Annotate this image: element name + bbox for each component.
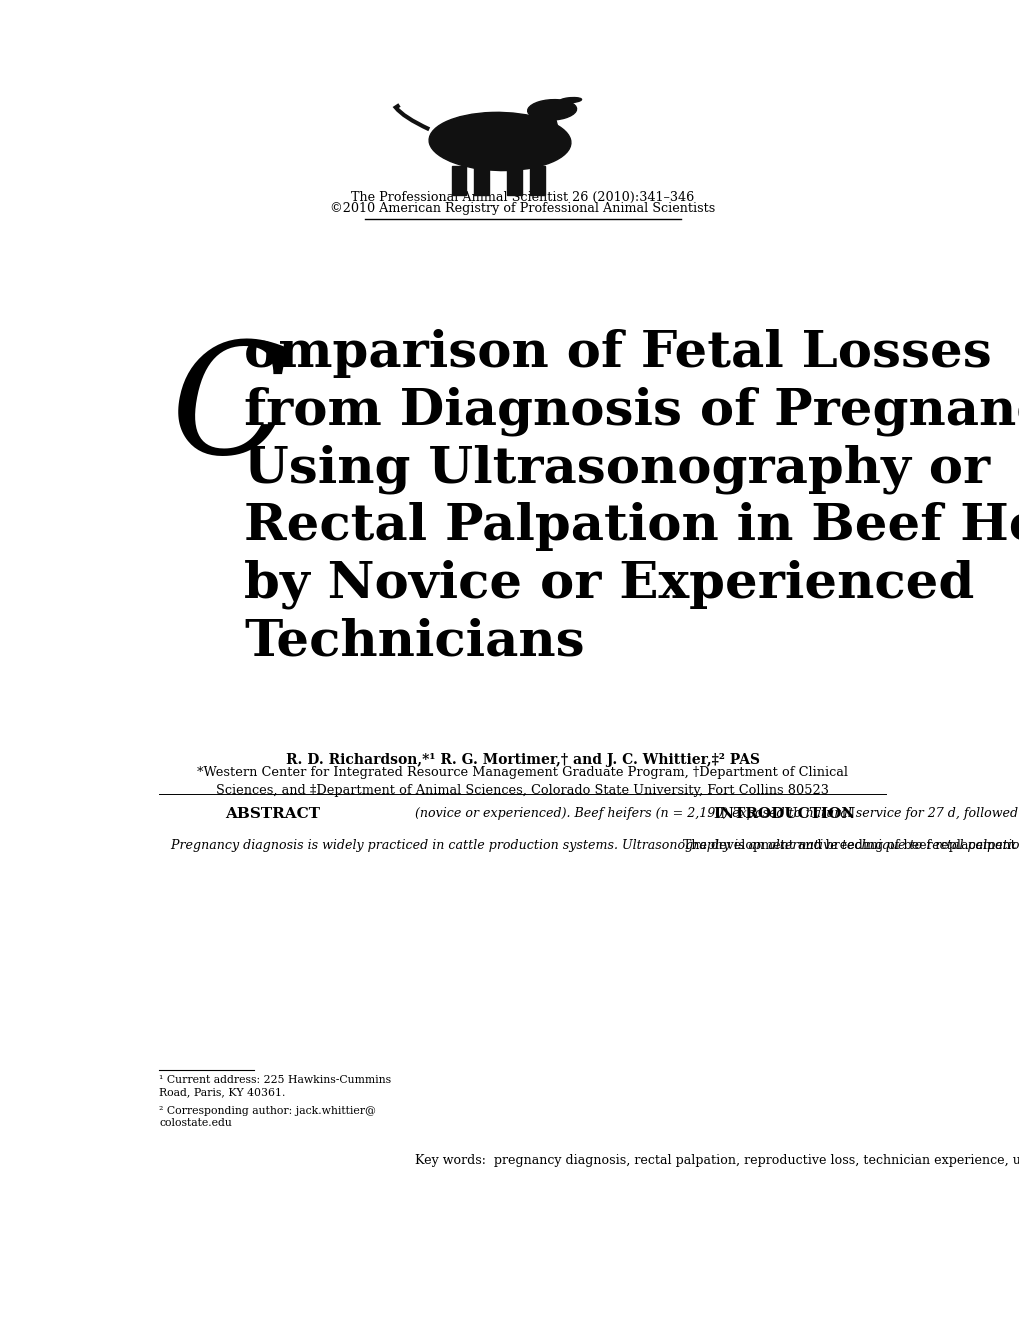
Text: Key words:  pregnancy diagnosis, rectal palpation, reproductive loss, technician: Key words: pregnancy diagnosis, rectal p… — [415, 1155, 1019, 1167]
Text: R. D. Richardson,*¹ R. G. Mortimer,† and J. C. Whittier,‡² PAS: R. D. Richardson,*¹ R. G. Mortimer,† and… — [285, 752, 759, 767]
Bar — [507, 166, 522, 195]
Text: Pregnancy diagnosis is widely practiced in cattle production systems. Ultrasonog: Pregnancy diagnosis is widely practiced … — [159, 840, 1019, 853]
Text: INTRODUCTION: INTRODUCTION — [712, 807, 855, 821]
Text: ² Corresponding author: jack.whittier@
colostate.edu: ² Corresponding author: jack.whittier@ c… — [159, 1106, 376, 1129]
Bar — [451, 166, 466, 195]
Bar — [529, 166, 544, 195]
Text: ¹ Current address: 225 Hawkins-Cummins
Road, Paris, KY 40361.: ¹ Current address: 225 Hawkins-Cummins R… — [159, 1076, 391, 1098]
Text: *Western Center for Integrated Resource Management Graduate Program, †Department: *Western Center for Integrated Resource … — [197, 766, 848, 797]
Ellipse shape — [559, 98, 581, 103]
Text: (novice or experienced). Beef heifers (n = 2,190) exposed to natural service for: (novice or experienced). Beef heifers (n… — [415, 807, 1019, 820]
Text: ABSTRACT: ABSTRACT — [224, 807, 319, 821]
Text: ©2010 American Registry of Professional Animal Scientists: ©2010 American Registry of Professional … — [330, 202, 714, 215]
Bar — [474, 166, 488, 195]
Text: C: C — [171, 337, 289, 486]
Text: The development and breeding of beef replacement heifers is a large investment f: The development and breeding of beef rep… — [671, 840, 1019, 853]
Ellipse shape — [527, 99, 576, 120]
Text: The Professional Animal Scientist 26 (2010):341–346: The Professional Animal Scientist 26 (20… — [351, 191, 694, 203]
Text: omparison of Fetal Losses
from Diagnosis of Pregnancy
Using Ultrasonography or
R: omparison of Fetal Losses from Diagnosis… — [245, 329, 1019, 667]
Polygon shape — [529, 120, 559, 135]
Ellipse shape — [429, 112, 571, 170]
